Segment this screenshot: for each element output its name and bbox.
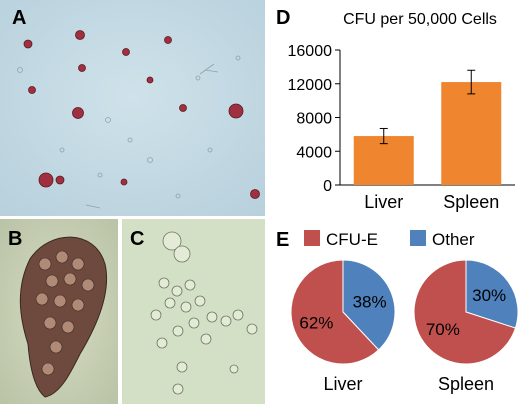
pie-label: Spleen (438, 374, 494, 394)
colony-closeup-image (0, 219, 118, 404)
pie-slice-label: 62% (299, 314, 333, 333)
pie-slice-cfu-e (413, 259, 517, 365)
y-tick-label: 12000 (288, 77, 333, 94)
x-category-label: Spleen (443, 192, 499, 212)
legend-label: CFU-E (326, 230, 378, 249)
pie-slice-label: 70% (426, 320, 460, 339)
y-tick-label: 0 (323, 178, 332, 195)
dispersed-cells-image (122, 219, 265, 404)
x-category-label: Liver (364, 192, 403, 212)
y-tick-label: 8000 (296, 111, 332, 128)
panel-label-c: C (130, 228, 145, 250)
pie-slice-other (342, 259, 396, 351)
panel-label-e: E (276, 229, 289, 251)
pie-slice-cfu-e (290, 259, 380, 365)
colony-field-image (0, 0, 265, 216)
panel-label-b: B (8, 228, 23, 250)
chart-title: CFU per 50,000 Cells (343, 11, 497, 28)
panel-a-micrograph: A (0, 0, 265, 216)
bar-liver (353, 136, 414, 185)
error-bar-liver (379, 127, 388, 145)
pie-slice-other (465, 259, 519, 329)
error-bar-spleen (467, 69, 476, 95)
pie-charts-composition: E CFU-E Other 38% 62% Liver 30% 70% Spleen (276, 229, 519, 394)
pie-label: Liver (323, 374, 362, 394)
legend-swatch-cfu-e (304, 230, 320, 246)
panel-label-d: D (276, 7, 290, 29)
y-tick-label: 16000 (288, 43, 333, 60)
panel-c-micrograph: C (122, 219, 265, 404)
bar-chart-cfu: D CFU per 50,000 Cells 0 4000 8000 12000 160… (276, 7, 515, 212)
panel-label-a: A (12, 7, 27, 29)
panel-b-micrograph: B (0, 219, 118, 404)
pie-slice-label: 38% (353, 292, 387, 311)
y-tick-label: 4000 (296, 144, 332, 161)
legend-label: Other (432, 230, 475, 249)
bar-spleen (441, 82, 502, 185)
legend-swatch-other (410, 230, 426, 246)
pie-slice-label: 30% (472, 286, 506, 305)
